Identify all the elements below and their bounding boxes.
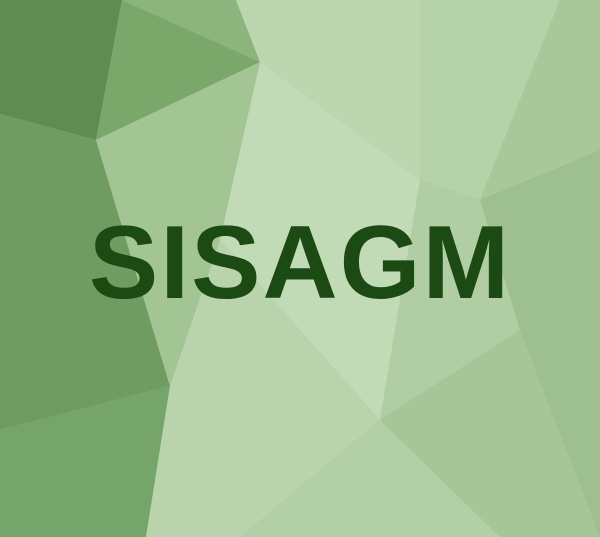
banner-title: SISAGM	[88, 205, 512, 321]
